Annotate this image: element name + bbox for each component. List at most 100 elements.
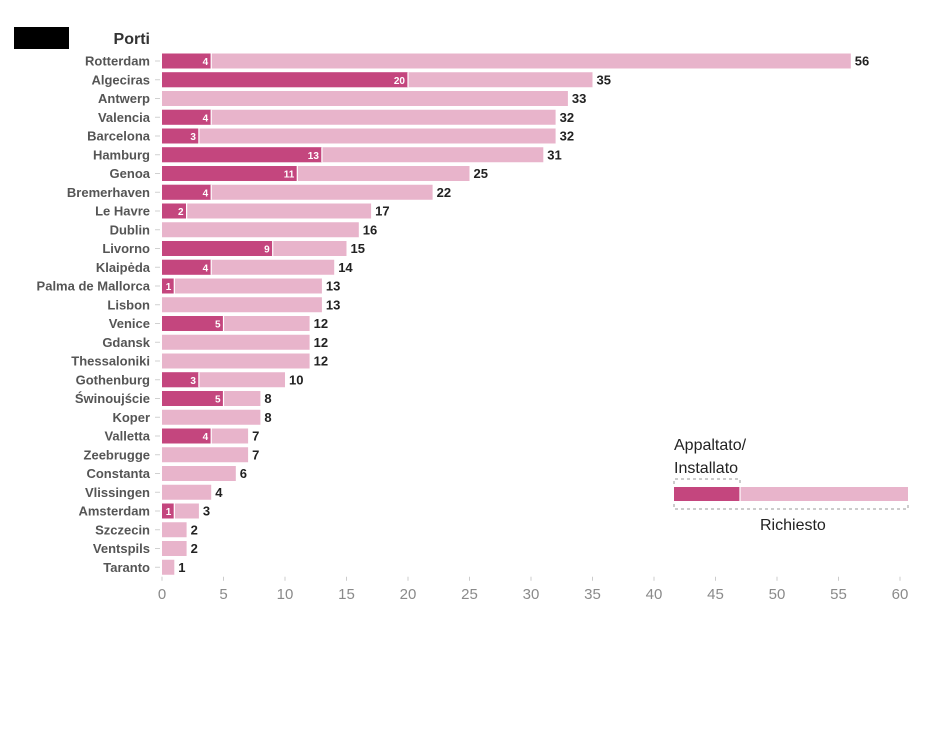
value-label-installed: 4 [203,188,209,199]
bar-requested [162,409,261,425]
x-tick-label: 15 [338,586,355,603]
value-label-requested: 2 [191,522,198,537]
category-label-18: Świnoujście [75,391,150,406]
value-label-installed: 3 [190,376,196,387]
value-label-requested: 14 [338,260,353,275]
x-tick-label: 10 [277,586,294,603]
value-label-requested: 2 [191,541,198,556]
value-label-installed: 2 [178,207,184,218]
x-tick-label: 55 [830,586,847,603]
value-label-requested: 35 [597,72,611,87]
category-label-23: Vlissingen [85,485,150,500]
bar-installed [162,428,212,444]
legend-requested-bracket [673,504,909,510]
bar-requested [162,484,212,500]
redacted-logo [14,27,69,49]
value-label-installed: 1 [166,282,172,293]
bar-installed [162,278,175,294]
value-label-installed: 11 [284,170,295,181]
value-label-requested: 32 [560,129,574,144]
category-label-8: Le Havre [95,204,150,219]
bar-installed [162,391,224,406]
category-label-11: Klaipėda [96,260,151,275]
value-label-installed: 4 [203,432,209,443]
bar-requested [162,91,568,106]
category-label-16: Thessaloniki [71,354,150,369]
value-label-installed: 4 [203,57,209,68]
value-label-requested: 17 [375,204,389,219]
value-label-requested: 7 [252,447,259,462]
category-axis-title: Porti [114,31,150,48]
value-label-requested: 13 [326,279,340,294]
value-label-requested: 13 [326,297,340,312]
category-label-26: Ventspils [93,541,150,556]
bar-requested [162,278,322,294]
bar-requested [162,447,249,463]
bar-requested [162,466,236,481]
value-label-requested: 6 [240,466,247,481]
value-label-installed: 5 [215,320,221,331]
legend: Appaltato/Installato Richiesto [673,437,909,534]
bar-requested [162,222,359,238]
value-label-requested: 8 [264,391,271,406]
value-label-requested: 4 [215,485,223,500]
bar-installed [162,166,298,181]
bar-installed [162,241,273,256]
bar-requested [162,184,433,200]
value-label-requested: 33 [572,91,586,106]
x-tick-label: 45 [707,586,724,603]
value-label-installed: 20 [394,76,406,87]
x-tick-label: 0 [158,586,166,603]
value-label-requested: 56 [855,54,869,69]
bar-requested [162,559,175,575]
legend-installed-label: Installato [674,460,738,477]
bar-requested [162,109,556,125]
bar-requested [162,128,556,144]
value-label-installed: 4 [203,113,209,124]
bar-requested [162,297,322,313]
value-label-requested: 16 [363,222,377,237]
bar-installed [162,128,199,144]
category-label-1: Algeciras [91,72,150,87]
value-label-requested: 22 [437,185,451,200]
category-label-10: Livorno [102,241,150,256]
value-label-requested: 31 [547,147,561,162]
bar-requested [162,334,310,350]
bar-requested [162,541,187,556]
category-label-7: Bremerhaven [67,185,150,200]
bar-requested [162,203,372,219]
bar-installed [162,53,212,69]
legend-installed-label: Appaltato/ [674,437,747,454]
category-label-21: Zeebrugge [84,447,150,462]
x-tick-label: 30 [523,586,540,603]
category-label-4: Barcelona [87,129,151,144]
legend-requested-label: Richiesto [760,517,826,534]
category-label-12: Palma de Mallorca [37,279,151,294]
value-label-requested: 3 [203,504,210,519]
value-label-requested: 7 [252,429,259,444]
value-label-installed: 3 [190,132,196,143]
category-label-27: Taranto [103,560,150,575]
legend-installed-swatch [674,487,740,501]
value-label-requested: 1 [178,560,185,575]
bar-requested [162,53,851,69]
x-tick-label: 50 [769,586,786,603]
category-label-22: Constanta [86,466,150,481]
value-label-installed: 1 [166,507,172,518]
category-label-6: Genoa [110,166,151,181]
category-label-5: Hamburg [93,147,150,162]
category-label-2: Antwerp [98,91,150,106]
bar-installed [162,203,187,219]
x-tick-label: 25 [461,586,478,603]
value-label-requested: 12 [314,354,328,369]
bar-requested [162,522,187,538]
bar-installed [162,184,212,200]
value-label-requested: 10 [289,372,303,387]
value-label-installed: 5 [215,395,221,406]
bar-installed [162,372,199,388]
x-axis: 0 5 10 15 20 25 30 35 40 45 50 55 60 [158,576,908,603]
x-tick-label: 20 [400,586,417,603]
category-label-15: Gdansk [102,335,150,350]
category-label-20: Valletta [104,429,150,444]
